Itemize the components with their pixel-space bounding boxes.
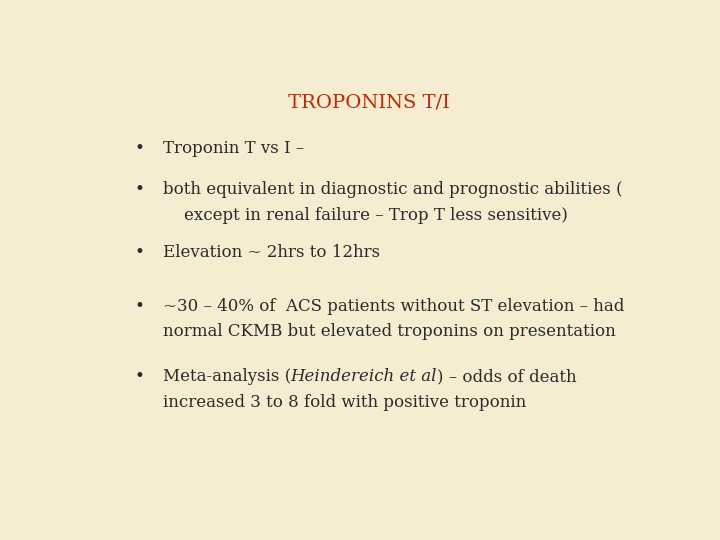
Text: Heindereich et al: Heindereich et al bbox=[291, 368, 437, 386]
Text: •: • bbox=[135, 244, 145, 261]
Text: Troponin T vs I –: Troponin T vs I – bbox=[163, 140, 304, 157]
Text: •: • bbox=[135, 140, 145, 157]
Text: increased 3 to 8 fold with positive troponin: increased 3 to 8 fold with positive trop… bbox=[163, 394, 526, 411]
Text: TROPONINS T/I: TROPONINS T/I bbox=[288, 94, 450, 112]
Text: ) – odds of death: ) – odds of death bbox=[437, 368, 577, 386]
Text: except in renal failure – Trop T less sensitive): except in renal failure – Trop T less se… bbox=[163, 207, 567, 224]
Text: •: • bbox=[135, 181, 145, 198]
Text: normal CKMB but elevated troponins on presentation: normal CKMB but elevated troponins on pr… bbox=[163, 323, 616, 340]
Text: Elevation ~ 2hrs to 12hrs: Elevation ~ 2hrs to 12hrs bbox=[163, 244, 379, 261]
Text: both equivalent in diagnostic and prognostic abilities (: both equivalent in diagnostic and progno… bbox=[163, 181, 622, 198]
Text: •: • bbox=[135, 298, 145, 315]
Text: •: • bbox=[135, 368, 145, 386]
Text: ~30 – 40% of  ACS patients without ST elevation – had: ~30 – 40% of ACS patients without ST ele… bbox=[163, 298, 624, 315]
Text: Meta-analysis (: Meta-analysis ( bbox=[163, 368, 291, 386]
